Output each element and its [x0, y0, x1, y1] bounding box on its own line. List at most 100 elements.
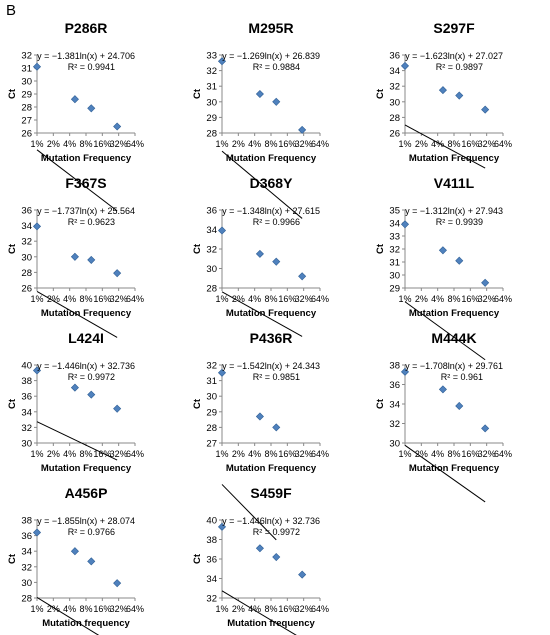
chart-8-data-point — [272, 423, 281, 432]
chart-4-y-tick-label: 30 — [21, 252, 32, 263]
chart-5-x-tick-label: 64% — [311, 294, 329, 304]
chart-9-y-tick-label: 30 — [389, 439, 400, 450]
chart-4-y-axis-label: Ct — [7, 243, 18, 254]
chart-7-trendline — [36, 421, 118, 461]
chart-11-data-point — [255, 544, 264, 553]
chart-2-y-axis-label: Ct — [192, 88, 203, 99]
chart-7-x-axis-label: Mutation Frequency — [41, 463, 132, 474]
chart-9-data-point — [400, 367, 410, 376]
chart-3-data-point — [455, 91, 464, 100]
chart-4-x-tick-label: 64% — [126, 294, 144, 304]
chart-6-data-point — [455, 256, 464, 265]
chart-9-y-axis-label: Ct — [375, 398, 386, 409]
chart-10-x-tick-label: 64% — [126, 604, 144, 614]
chart-9-r-squared: R² = 0.961 — [441, 372, 483, 382]
chart-8-y-tick-label: 27 — [206, 439, 217, 450]
chart-2-x-tick-label: 16% — [278, 139, 296, 149]
chart-1-equation: y = −1.381ln(x) + 24.706 — [37, 51, 135, 61]
chart-5-data-point — [272, 257, 281, 266]
chart-10-r-squared: R² = 0.9766 — [68, 527, 115, 537]
chart-4-x-tick-label: 8% — [79, 294, 92, 304]
chart-1-data-point — [87, 104, 96, 113]
chart-6-trendline — [404, 301, 486, 361]
chart-4-y-tick-label: 36 — [21, 206, 32, 217]
chart-3-x-axis-label: Mutation Frequency — [409, 153, 500, 164]
chart-7-x-tick-label: 32% — [110, 449, 128, 459]
chart-4-x-axis-label: Mutation Frequency — [41, 308, 132, 319]
chart-2-y-tick-label: 30 — [206, 97, 217, 108]
chart-3-equation: y = −1.623ln(x) + 27.027 — [405, 51, 503, 61]
chart-4-trendline — [36, 290, 118, 338]
chart-11-trendline — [221, 590, 297, 635]
chart-7-x-tick-label: 2% — [47, 449, 60, 459]
chart-9-equation: y = −1.708ln(x) + 29.761 — [405, 361, 503, 371]
chart-4-x-tick-label: 1% — [30, 294, 43, 304]
chart-1-trendline — [36, 149, 118, 212]
chart-7-data-point — [87, 390, 96, 399]
chart-5-y-axis-label: Ct — [192, 243, 203, 254]
chart-10-x-tick-label: 16% — [93, 604, 111, 614]
chart-7-y-tick-label: 38 — [21, 376, 32, 387]
chart-2-y-tick-label: 29 — [206, 113, 217, 124]
chart-7-equation: y = −1.446ln(x) + 32.736 — [37, 361, 135, 371]
chart-9-data-point — [455, 401, 464, 410]
chart-7-data-point — [113, 404, 122, 413]
chart-9-x-tick-label: 2% — [415, 449, 428, 459]
chart-1-y-tick-label: 32 — [21, 51, 32, 62]
chart-8-r-squared: R² = 0.9851 — [253, 372, 300, 382]
chart-11-x-tick-label: 2% — [232, 604, 245, 614]
chart-6-y-tick-label: 29 — [389, 284, 400, 295]
chart-5-y-tick-label: 34 — [206, 225, 217, 236]
chart-6-x-tick-label: 32% — [478, 294, 496, 304]
chart-4-equation: y = −1.737ln(x) + 25.564 — [37, 206, 135, 216]
chart-8-x-tick-label: 64% — [311, 449, 329, 459]
chart-6-x-tick-label: 1% — [398, 294, 411, 304]
chart-5-data-point — [217, 226, 227, 235]
chart-6-x-tick-label: 4% — [431, 294, 444, 304]
chart-5-r-squared: R² = 0.9966 — [253, 217, 300, 227]
chart-3-data-point — [438, 86, 447, 95]
chart-2-x-tick-label: 32% — [295, 139, 313, 149]
chart-10-x-tick-label: 8% — [79, 604, 92, 614]
chart-3-x-tick-label: 32% — [478, 139, 496, 149]
chart-1-data-point — [70, 95, 79, 104]
chart-1-x-tick-label: 2% — [47, 139, 60, 149]
chart-5-x-tick-label: 4% — [248, 294, 261, 304]
chart-10-data-point — [32, 528, 42, 537]
chart-11-y-tick-label: 32 — [206, 594, 217, 605]
chart-5-y-tick-label: 36 — [206, 206, 217, 217]
chart-3-x-tick-label: 4% — [431, 139, 444, 149]
chart-6-y-tick-label: 30 — [389, 271, 400, 282]
chart-10-trendline — [36, 596, 100, 635]
chart-10-data-point — [113, 579, 122, 588]
chart-11-x-tick-label: 16% — [278, 604, 296, 614]
chart-7-y-tick-label: 30 — [21, 439, 32, 450]
chart-9-x-tick-label: 32% — [478, 449, 496, 459]
chart-7-y-tick-label: 36 — [21, 392, 32, 403]
chart-8-y-tick-label: 31 — [206, 376, 217, 387]
chart-10-equation: y = −1.855ln(x) + 28.074 — [37, 516, 135, 526]
chart-1-x-tick-label: 16% — [93, 139, 111, 149]
chart-11-x-axis-label: Mutation frequency — [227, 618, 315, 629]
chart-6-x-tick-label: 2% — [415, 294, 428, 304]
chart-5-x-tick-label: 8% — [264, 294, 277, 304]
chart-2-y-tick-label: 33 — [206, 51, 217, 62]
chart-6-x-axis-label: Mutation Frequency — [409, 308, 500, 319]
chart-7-x-tick-label: 64% — [126, 449, 144, 459]
chart-5-x-tick-label: 1% — [215, 294, 228, 304]
chart-11-y-tick-label: 40 — [206, 516, 217, 527]
chart-8-title: P436R — [250, 330, 293, 346]
chart-6-y-tick-label: 34 — [389, 219, 400, 230]
chart-2-r-squared: R² = 0.9884 — [253, 62, 300, 72]
chart-4-y-tick-label: 34 — [21, 221, 32, 232]
chart-7-y-tick-label: 32 — [21, 423, 32, 434]
chart-4-data-point — [113, 269, 122, 278]
chart-5-x-axis-label: Mutation Frequency — [226, 308, 317, 319]
chart-3-y-tick-label: 34 — [389, 66, 400, 77]
chart-1-data-point — [113, 122, 122, 131]
chart-3-x-tick-label: 1% — [398, 139, 411, 149]
chart-3-x-tick-label: 2% — [415, 139, 428, 149]
chart-11-x-tick-label: 8% — [264, 604, 277, 614]
chart-8-y-axis-label: Ct — [192, 398, 203, 409]
chart-7-r-squared: R² = 0.9972 — [68, 372, 115, 382]
